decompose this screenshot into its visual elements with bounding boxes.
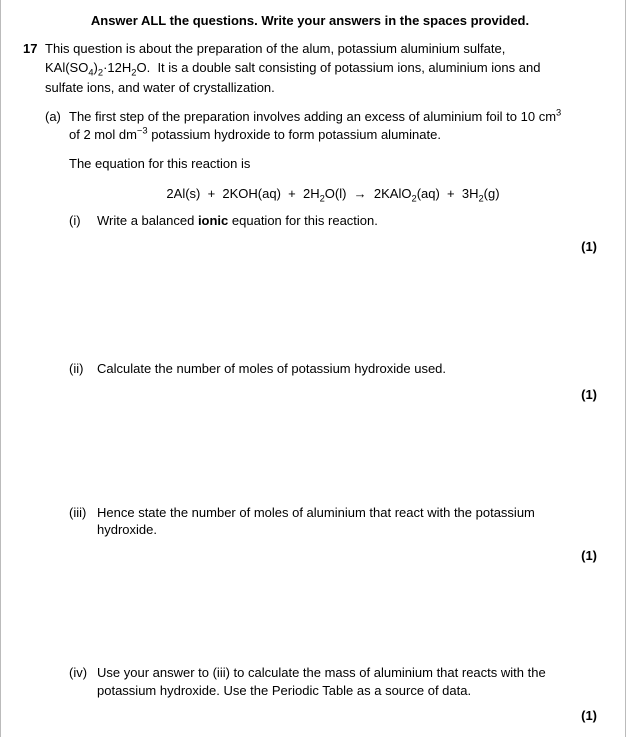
equation-lead: The equation for this reaction is xyxy=(69,155,597,173)
part-a-ii-text: Calculate the number of moles of potassi… xyxy=(97,360,597,378)
part-a-i-label: (i) xyxy=(69,212,97,350)
part-a-i-body: Write a balanced ionic equation for this… xyxy=(97,212,597,350)
part-a-iii-label: (iii) xyxy=(69,504,97,655)
alum-formula: KAl(SO4)2·12H2O. xyxy=(45,60,150,75)
part-a: (a) The first step of the preparation in… xyxy=(45,108,597,725)
answer-space xyxy=(97,564,597,654)
part-a-i-marks: (1) xyxy=(97,238,597,256)
part-a-iii: (iii) Hence state the number of moles of… xyxy=(69,504,597,655)
part-a-iii-line-1: Hence state the number of moles of alumi… xyxy=(97,504,597,522)
part-a-iv-body: Use your answer to (iii) to calculate th… xyxy=(97,664,597,725)
answer-space xyxy=(97,255,597,350)
part-a-ii: (ii) Calculate the number of moles of po… xyxy=(69,360,597,493)
part-a-iii-line-2: hydroxide. xyxy=(97,521,597,539)
part-a-iv-label: (iv) xyxy=(69,664,97,725)
intro-line-3: sulfate ions, and water of crystallizati… xyxy=(45,79,597,97)
part-a-body: The first step of the preparation involv… xyxy=(69,108,597,725)
part-a-label: (a) xyxy=(45,108,69,725)
question-body: This question is about the preparation o… xyxy=(45,40,597,725)
page-instruction: Answer ALL the questions. Write your ans… xyxy=(23,12,597,30)
question-intro: This question is about the preparation o… xyxy=(45,40,597,97)
part-a-iv: (iv) Use your answer to (iii) to calcula… xyxy=(69,664,597,725)
intro-line-1: This question is about the preparation o… xyxy=(45,40,597,58)
part-a-ii-marks: (1) xyxy=(97,386,597,404)
answer-space xyxy=(97,404,597,494)
part-a-ii-body: Calculate the number of moles of potassi… xyxy=(97,360,597,493)
intro-line-2: KAl(SO4)2·12H2O. It is a double salt con… xyxy=(45,59,597,77)
part-a-iii-body: Hence state the number of moles of alumi… xyxy=(97,504,597,655)
part-a-iv-marks: (1) xyxy=(97,707,597,725)
question-number: 17 xyxy=(23,40,45,725)
part-a-i-text: Write a balanced ionic equation for this… xyxy=(97,212,597,230)
part-a-line-2: of 2 mol dm−3 potassium hydroxide to for… xyxy=(69,126,597,144)
part-a-iv-line-1: Use your answer to (iii) to calculate th… xyxy=(97,664,597,682)
part-a-ii-label: (ii) xyxy=(69,360,97,493)
part-a-line-1: The first step of the preparation involv… xyxy=(69,108,597,126)
part-a-iv-line-2: potassium hydroxide. Use the Periodic Ta… xyxy=(97,682,597,700)
reaction-equation: 2Al(s) + 2KOH(aq) + 2H2O(l) → 2KAlO2(aq)… xyxy=(69,185,597,203)
part-a-iii-marks: (1) xyxy=(97,547,597,565)
question-17: 17 This question is about the preparatio… xyxy=(23,40,597,725)
part-a-i: (i) Write a balanced ionic equation for … xyxy=(69,212,597,350)
